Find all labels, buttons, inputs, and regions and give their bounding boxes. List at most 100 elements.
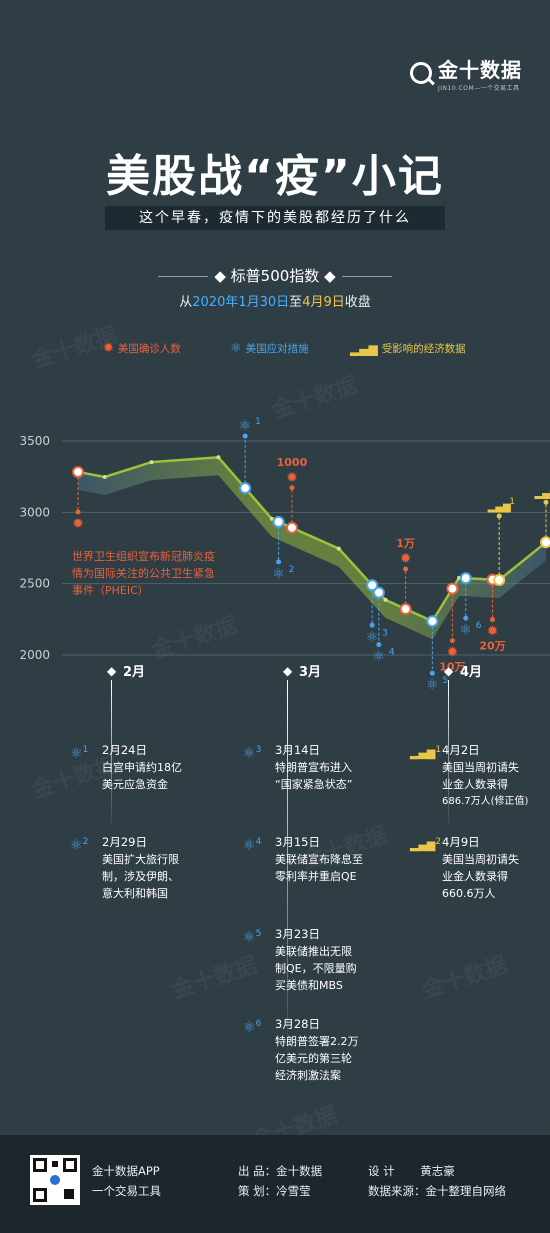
item-date: 4月2日: [442, 743, 480, 757]
item-text: 买美债和MBS: [275, 979, 343, 992]
item-text: 660.6万人: [442, 887, 496, 900]
item-text: 美国扩大旅行限: [102, 853, 179, 866]
event-end-dot: [276, 559, 282, 565]
item-text: “国家紧急状态”: [275, 778, 353, 791]
timeline-item: ▂▄▆2 4月9日 美国当周初请失 业金人数录得 660.6万人: [410, 834, 519, 902]
item-date: 2月29日: [102, 835, 147, 849]
planner-label: 策 划：: [238, 1184, 277, 1198]
item-text: 白宫申请约18亿: [102, 761, 182, 774]
range-band: [78, 457, 546, 640]
item-num: 3: [255, 745, 262, 755]
atom-icon: ⚛: [272, 566, 285, 582]
event-marker: [459, 572, 472, 585]
producer-label: 出 品：: [238, 1164, 277, 1178]
timeline-item: ⚛5 3月23日 美联储推出无限 制QE，不限量购 买美债和MBS: [243, 926, 357, 994]
item-text: 686.7万人(修正值): [442, 796, 529, 807]
item-text: 美国当周初请失: [442, 761, 519, 774]
item-text: 零利率并重启QE: [275, 870, 357, 883]
case-count-label: 10万: [439, 661, 465, 674]
virus-icon: ✹: [103, 341, 114, 356]
item-num: 1: [82, 745, 89, 755]
legend-label: 美国确诊人数: [117, 343, 181, 355]
source: 金十整理自网络: [425, 1184, 507, 1198]
event-number: 2: [289, 565, 295, 575]
range-suffix: 收盘: [344, 295, 371, 310]
event-number: 4: [389, 648, 395, 658]
item-text: 美国当周初请失: [442, 853, 519, 866]
data-point: [383, 597, 388, 602]
page-subtitle: 这个早春，疫情下的美股都经历了什么: [105, 206, 445, 230]
timeline-item: ⚛3 3月14日 特朗普宣布进入 “国家紧急状态”: [243, 742, 352, 793]
item-num: 2: [435, 837, 442, 847]
data-point: [102, 474, 107, 479]
range-mid: 至: [289, 295, 303, 310]
atom-icon: ⚛5: [243, 929, 262, 946]
divider: [158, 276, 209, 277]
event-end-dot: [429, 670, 435, 676]
bar-chart-icon: ▂▄▆: [487, 502, 511, 513]
diamond-icon: ◆: [214, 267, 226, 285]
event-marker: [366, 579, 379, 592]
event-number: 5: [442, 676, 448, 686]
atom-icon: ⚛: [239, 418, 252, 434]
item-text: 亿美元的第三轮: [275, 1052, 352, 1065]
item-date: 3月14日: [275, 743, 320, 757]
range-start: 2020年1月30日: [192, 295, 290, 310]
divider: [341, 276, 392, 277]
atom-icon: ⚛: [366, 629, 379, 645]
atom-icon: ⚛2: [70, 837, 89, 854]
item-date: 2月24日: [102, 743, 147, 757]
footer: 金十数据APP 一个交易工具 出 品：金十数据 策 划：冷雪莹 设 计 黄志豪 …: [0, 1135, 550, 1233]
brand-q-icon: [410, 62, 432, 84]
range-prefix: 从: [179, 295, 193, 310]
month-label: 2月: [123, 665, 145, 680]
item-text: 特朗普签署2.2万: [275, 1035, 359, 1048]
qr-code[interactable]: [30, 1155, 80, 1205]
event-marker: [239, 482, 252, 495]
timeline-line: [448, 680, 449, 830]
bar-chart-icon: ▂▄▆2: [410, 837, 442, 852]
atom-icon: ⚛6: [243, 1019, 262, 1036]
atom-icon: ⚛: [459, 622, 472, 638]
event-marker: [446, 582, 459, 595]
atom-icon: ⚛: [426, 677, 439, 690]
brand-name: 金十数据: [438, 58, 522, 82]
item-date: 3月23日: [275, 927, 320, 941]
data-point: [149, 460, 154, 465]
event-end-dot: [490, 617, 496, 623]
item-num: 4: [255, 837, 262, 847]
atom-icon: ⚛: [373, 649, 386, 665]
timeline-line: [287, 680, 288, 1070]
item-num: 5: [255, 929, 262, 939]
legend-measures: ⚛ 美国应对措施: [230, 341, 309, 356]
y-tick-label: 2000: [19, 648, 50, 662]
event-end-dot: [376, 642, 382, 648]
timeline-item: ⚛4 3月15日 美联储宣布降息至 零利率并重启QE: [243, 834, 363, 885]
event-end-dot: [463, 615, 469, 621]
timeline-item: ⚛1 2月24日 白宫申请约18亿 美元应急资金: [70, 742, 182, 793]
item-date: 3月15日: [275, 835, 320, 849]
timeline-item: ⚛2 2月29日 美国扩大旅行限 制，涉及伊朗、 意大利和韩国: [70, 834, 179, 902]
data-point: [216, 455, 221, 460]
bar-chart-icon: ▂▄▆: [533, 488, 550, 499]
data-point: [269, 516, 274, 521]
diamond-icon: ◆: [283, 664, 293, 678]
item-num: 2: [82, 837, 89, 847]
item-text: 业金人数录得: [442, 870, 508, 883]
page-title: 美股战“疫”小记: [106, 151, 444, 202]
design-label: 设 计: [368, 1164, 395, 1178]
event-number: 1: [509, 497, 515, 507]
planner: 冷雪莹: [276, 1184, 311, 1198]
event-end-dot: [496, 513, 502, 519]
item-date: 4月9日: [442, 835, 480, 849]
item-text: 意大利和韩国: [102, 887, 168, 900]
virus-icon: ✹: [487, 624, 499, 640]
event-end-dot: [289, 485, 295, 491]
y-tick-label: 3500: [19, 434, 50, 448]
timeline-line: [111, 680, 112, 830]
case-count-label: 1000: [277, 456, 308, 469]
y-tick-label: 3000: [19, 505, 50, 519]
legend-label: 美国应对措施: [245, 343, 309, 355]
virus-icon: ✹: [72, 516, 84, 532]
y-tick-label: 2500: [19, 577, 50, 591]
